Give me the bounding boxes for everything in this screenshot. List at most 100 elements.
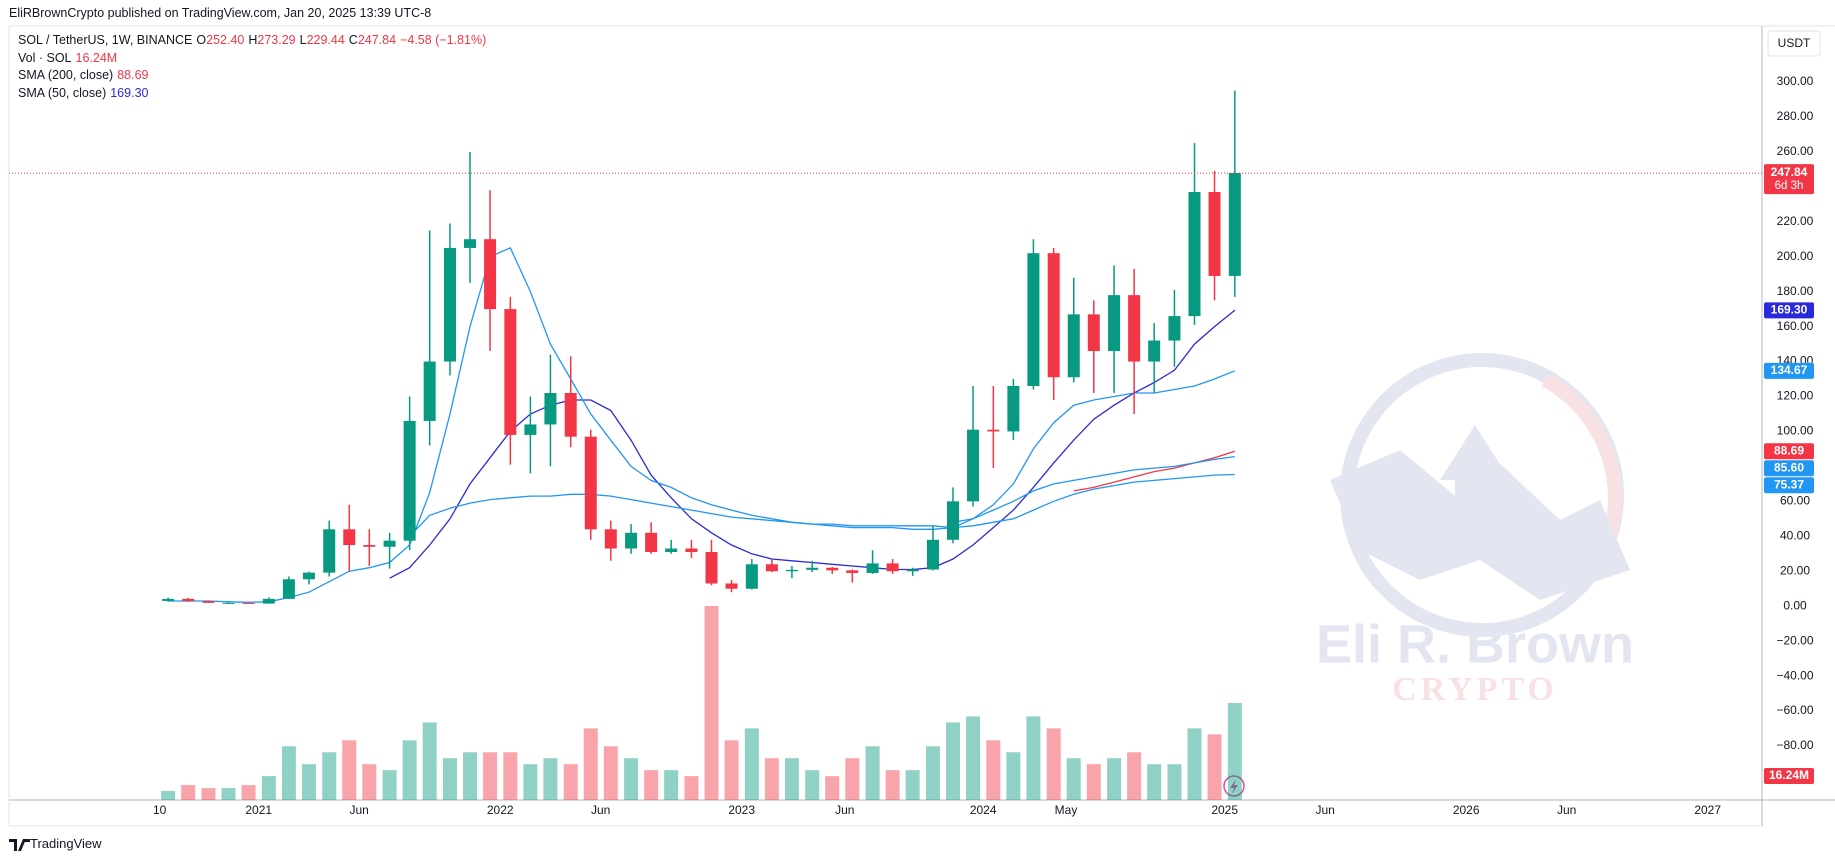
x-tick-label: 10 <box>153 803 167 817</box>
candle-body <box>1208 192 1221 276</box>
volume-bar <box>925 746 940 800</box>
last-value-box <box>1764 477 1814 494</box>
volume-bar <box>945 722 960 800</box>
last-value-box <box>1764 362 1814 379</box>
y-tick-label: 280.00 <box>1777 109 1814 123</box>
volume-bar <box>1026 716 1041 800</box>
brand-mark <box>9 839 30 851</box>
candle-body <box>926 539 939 570</box>
volume-bar <box>322 752 337 800</box>
candle-body <box>1067 314 1080 378</box>
candle-body <box>886 563 899 572</box>
y-tick-label: −60.00 <box>1776 703 1813 717</box>
candle-body <box>1047 253 1060 378</box>
x-tick-label: 2027 <box>1694 803 1721 817</box>
candle-body <box>1228 173 1241 276</box>
candle-body <box>1027 253 1040 386</box>
y-tick-label: 120.00 <box>1777 389 1814 403</box>
candle-body <box>403 420 416 541</box>
legend: SOL / TetherUS, 1W, BINANCE O252.40 H273.2… <box>18 32 490 102</box>
volume-bar <box>805 770 820 800</box>
x-tick-label: Jun <box>349 803 368 817</box>
currency-button[interactable] <box>1767 30 1821 57</box>
volume-bar <box>825 776 840 800</box>
candle-body <box>423 361 436 421</box>
candle-body <box>383 540 396 547</box>
indicator-name: SMA (200, close) <box>18 68 114 82</box>
price-label: 247.84 <box>1771 165 1808 179</box>
candle-body <box>1168 316 1181 341</box>
volume-bar <box>644 770 659 800</box>
x-tick-label: 2021 <box>245 803 272 817</box>
last-value-label: 134.67 <box>1771 363 1808 377</box>
volume-bar <box>885 770 900 800</box>
legend-row: SMA (200, close) 88.69 <box>18 67 490 85</box>
volume-bar <box>422 722 437 800</box>
publisher-line: EliRBrownCrypto published on TradingView… <box>9 6 432 20</box>
last-value-label: 88.69 <box>1774 443 1804 457</box>
symbol: SOL / TetherUS, 1W, BINANCE <box>18 33 193 47</box>
event-bolt <box>1230 779 1238 794</box>
volume-bar <box>563 764 578 800</box>
watermark-title: Eli R. Brown <box>1316 614 1634 674</box>
candle-body <box>544 392 557 425</box>
volume-bar <box>603 746 618 800</box>
volume-bar <box>1046 728 1061 800</box>
x-tick-label: 2022 <box>487 803 514 817</box>
candle-body <box>906 569 919 572</box>
volume-bar <box>583 728 598 800</box>
candle-body <box>785 569 798 572</box>
volume-bar <box>1107 758 1122 800</box>
volume-bar <box>1066 758 1081 800</box>
legend-row: SOL / TetherUS, 1W, BINANCE O252.40 H273.2… <box>18 32 490 50</box>
y-tick-label: 160.00 <box>1777 319 1814 333</box>
candle-body <box>162 598 175 601</box>
volume-value-label: 16.24M <box>1769 768 1809 782</box>
last-value-label: 85.60 <box>1774 460 1804 474</box>
candle-body <box>705 552 718 584</box>
volume-bar <box>362 764 377 800</box>
volume-bar <box>281 746 296 800</box>
volume-bar <box>724 740 739 800</box>
volume-bar <box>1127 752 1142 800</box>
ohlc-key: L <box>299 33 307 47</box>
x-tick-label: Jun <box>835 803 854 817</box>
y-tick-label: −40.00 <box>1776 668 1813 682</box>
volume-bar <box>1227 703 1242 800</box>
candle-body <box>987 429 1000 432</box>
volume-bar <box>1187 728 1202 800</box>
candle-body <box>967 429 980 502</box>
x-tick-label: 2023 <box>728 803 755 817</box>
indicator-value: 169.30 <box>110 85 149 100</box>
candle-body <box>765 564 778 572</box>
candle-body <box>564 392 577 437</box>
indicator-line <box>389 309 1236 579</box>
candle-body <box>524 424 537 435</box>
candle-body <box>806 567 819 570</box>
x-tick-label: 2025 <box>1211 803 1238 817</box>
last-value-label: 169.30 <box>1771 303 1808 317</box>
volume-bar <box>1006 752 1021 800</box>
y-tick-label: 60.00 <box>1780 494 1810 508</box>
candle-body <box>1087 314 1100 352</box>
candle-body <box>323 529 336 573</box>
candle-body <box>484 239 497 310</box>
watermark: Eli R. Brown CRYPTO <box>1316 353 1634 708</box>
x-tick-label: May <box>1055 803 1078 817</box>
x-tick-label: Jun <box>1315 803 1334 817</box>
volume-bar <box>744 728 759 800</box>
volume-bar <box>342 740 357 800</box>
ohlc-value: 252.40 <box>206 33 245 47</box>
volume-bar <box>624 758 639 800</box>
volume-bar <box>463 752 478 800</box>
y-tick-label: 180.00 <box>1777 284 1814 298</box>
candle-body <box>282 579 295 599</box>
indicator-name: SMA (50, close) <box>18 85 107 100</box>
volume-value: 16.24M <box>75 50 118 65</box>
candle-body <box>464 239 477 248</box>
brand-name: TradingView <box>30 836 102 851</box>
volume-bar <box>201 788 216 800</box>
x-tick-label: 2024 <box>970 803 997 817</box>
